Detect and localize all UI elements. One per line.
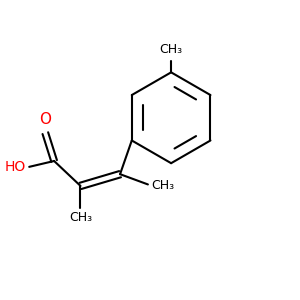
Text: CH₃: CH₃ [69,211,92,224]
Text: CH₃: CH₃ [160,43,183,56]
Text: O: O [39,112,51,127]
Text: CH₃: CH₃ [151,179,174,192]
Text: HO: HO [5,160,26,174]
